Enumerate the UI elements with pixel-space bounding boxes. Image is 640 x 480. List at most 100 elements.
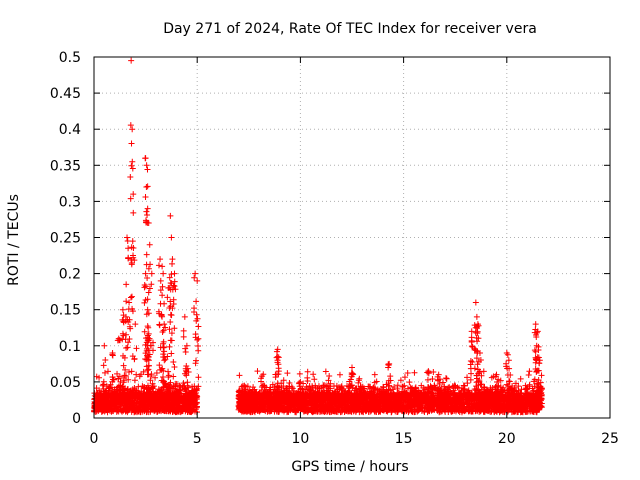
data-point xyxy=(129,406,136,413)
data-point xyxy=(330,405,337,412)
data-point xyxy=(406,407,413,414)
data-point xyxy=(283,385,290,392)
data-point xyxy=(167,405,174,412)
data-point xyxy=(525,397,532,404)
data-point xyxy=(406,379,413,386)
data-point xyxy=(169,405,176,412)
data-point xyxy=(335,394,342,401)
data-point xyxy=(529,404,536,411)
data-point xyxy=(421,396,428,403)
data-point xyxy=(517,375,524,382)
data-point xyxy=(296,370,303,377)
data-point xyxy=(329,401,336,408)
data-point xyxy=(95,392,102,399)
data-point xyxy=(326,395,333,402)
data-point xyxy=(326,372,333,379)
data-point xyxy=(391,383,398,390)
data-point xyxy=(377,398,384,405)
data-point xyxy=(448,390,455,397)
data-point xyxy=(320,395,327,402)
data-point xyxy=(142,393,149,400)
data-point xyxy=(515,393,522,400)
data-point xyxy=(266,407,273,414)
data-point xyxy=(269,404,276,411)
data-point xyxy=(339,387,346,394)
data-point xyxy=(106,404,113,411)
data-point xyxy=(112,392,119,399)
data-point xyxy=(336,371,343,378)
data-point xyxy=(397,404,404,411)
data-point xyxy=(309,408,316,415)
data-point xyxy=(326,383,333,390)
data-point xyxy=(333,382,340,389)
data-point xyxy=(307,400,314,407)
data-point xyxy=(515,387,522,394)
data-point xyxy=(429,375,436,382)
data-point xyxy=(272,404,279,411)
data-point xyxy=(395,396,402,403)
data-point xyxy=(304,390,311,397)
data-point xyxy=(421,408,428,415)
data-point xyxy=(236,400,243,407)
data-point xyxy=(388,409,395,416)
data-point xyxy=(131,392,138,399)
data-point xyxy=(360,396,367,403)
data-point xyxy=(188,399,195,406)
data-point xyxy=(527,408,534,415)
data-point xyxy=(174,407,181,414)
data-point xyxy=(411,369,418,376)
data-point xyxy=(272,374,279,381)
data-point xyxy=(250,394,257,401)
data-point xyxy=(179,406,186,413)
data-point xyxy=(138,392,145,399)
data-point xyxy=(257,405,264,412)
data-point xyxy=(478,403,485,410)
data-point xyxy=(150,405,157,412)
data-point xyxy=(142,399,149,406)
data-point xyxy=(363,395,370,402)
data-point xyxy=(280,406,287,413)
data-point xyxy=(512,380,519,387)
data-point xyxy=(409,408,416,415)
data-point xyxy=(314,390,321,397)
data-point xyxy=(311,376,318,383)
data-point xyxy=(366,403,373,410)
data-point xyxy=(440,379,447,386)
data-point xyxy=(303,408,310,415)
data-point xyxy=(418,390,425,397)
data-point xyxy=(367,383,374,390)
data-point xyxy=(254,400,261,407)
data-point xyxy=(464,374,471,381)
data-point xyxy=(325,377,332,384)
data-point xyxy=(114,370,121,377)
data-point xyxy=(132,408,139,415)
chart-title: Day 271 of 2024, Rate Of TEC Index for r… xyxy=(163,21,537,37)
data-point xyxy=(475,402,482,409)
data-point xyxy=(270,388,277,395)
data-point xyxy=(265,390,272,397)
data-point xyxy=(289,385,296,392)
data-point xyxy=(524,390,531,397)
data-point xyxy=(139,406,146,413)
data-point xyxy=(254,368,261,375)
data-point xyxy=(453,393,460,400)
data-point xyxy=(404,394,411,401)
data-point xyxy=(96,387,103,394)
data-point xyxy=(443,375,450,382)
data-point xyxy=(509,402,516,409)
data-point xyxy=(245,407,252,414)
data-point xyxy=(373,378,380,385)
data-point xyxy=(149,407,156,414)
data-point xyxy=(310,371,317,378)
data-point xyxy=(414,406,421,413)
data-point xyxy=(458,404,465,411)
data-point xyxy=(370,385,377,392)
data-point xyxy=(134,400,141,407)
data-point xyxy=(411,392,418,399)
data-points xyxy=(91,57,545,416)
data-point xyxy=(191,400,198,407)
data-point xyxy=(322,368,329,375)
data-point xyxy=(525,371,532,378)
data-point xyxy=(133,405,140,412)
